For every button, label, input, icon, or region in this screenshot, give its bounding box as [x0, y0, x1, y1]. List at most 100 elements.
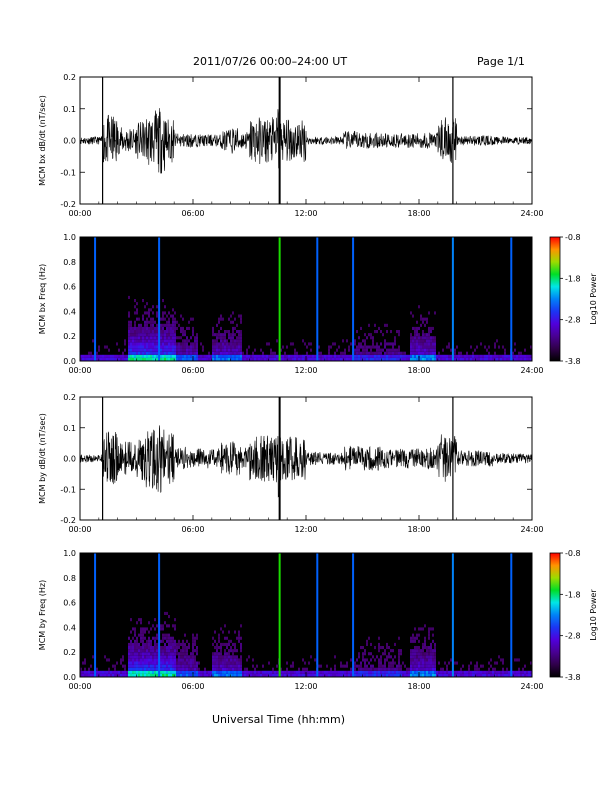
heatmap-cell	[380, 658, 382, 662]
heatmap-cell	[468, 673, 470, 677]
heatmap-cell	[230, 339, 232, 343]
heatmap-cell	[220, 354, 222, 358]
heatmap-cell	[390, 673, 392, 677]
heatmap-cell	[344, 351, 346, 355]
heatmap-cell	[468, 664, 470, 668]
heatmap-cell	[130, 323, 132, 327]
heatmap-cell	[214, 339, 216, 343]
heatmap-cell	[156, 655, 158, 659]
heatmap-cell	[108, 673, 110, 677]
heatmap-cell	[308, 673, 310, 677]
heatmap-cell	[100, 354, 102, 358]
heatmap-cell	[224, 670, 226, 674]
heatmap-cell	[276, 339, 278, 343]
heatmap-cell	[424, 667, 426, 671]
heatmap-cell	[114, 670, 116, 674]
heatmap-cell	[270, 348, 272, 352]
heatmap-cell	[168, 615, 170, 619]
heatmap-cell	[170, 351, 172, 355]
heatmap-cell	[230, 351, 232, 355]
heatmap-cell	[372, 655, 374, 659]
heatmap-cell	[184, 351, 186, 355]
heatmap-cell	[242, 354, 244, 358]
heatmap-cell	[498, 354, 500, 358]
heatmap-cell	[80, 673, 82, 677]
heatmap-cell	[142, 339, 144, 343]
y-tick-label: 0.8	[63, 258, 76, 267]
heatmap-cell	[180, 348, 182, 352]
heatmap-cell	[194, 661, 196, 665]
heatmap-cell	[476, 354, 478, 358]
heatmap-cell	[386, 670, 388, 674]
heatmap-cell	[138, 642, 140, 646]
heatmap-cell	[144, 342, 146, 346]
heatmap-cell	[194, 642, 196, 646]
heatmap-cell	[220, 357, 222, 361]
heatmap-cell	[472, 673, 474, 677]
heatmap-cell	[416, 326, 418, 330]
heatmap-cell	[192, 633, 194, 637]
heatmap-cell	[336, 357, 338, 361]
heatmap-cell	[130, 348, 132, 352]
heatmap-cell	[428, 652, 430, 656]
heatmap-cell	[410, 664, 412, 668]
heatmap-cell	[512, 351, 514, 355]
heatmap-cell	[88, 354, 90, 358]
heatmap-cell	[148, 330, 150, 334]
heatmap-cell	[130, 646, 132, 650]
heatmap-cell	[312, 673, 314, 677]
heatmap-cell	[100, 357, 102, 361]
heatmap-cell	[486, 354, 488, 358]
heatmap-cell	[372, 357, 374, 361]
heatmap-cell	[446, 357, 448, 361]
y-tick-label: 0.4	[63, 307, 76, 316]
heatmap-cell	[378, 642, 380, 646]
heatmap-cell	[400, 649, 402, 653]
heatmap-cell	[156, 345, 158, 349]
heatmap-cell	[220, 655, 222, 659]
heatmap-cell	[244, 670, 246, 674]
heatmap-cell	[112, 673, 114, 677]
heatmap-cell	[496, 661, 498, 665]
heatmap-cell	[310, 673, 312, 677]
heatmap-cell	[148, 326, 150, 330]
heatmap-cell	[422, 658, 424, 662]
heatmap-cell	[222, 664, 224, 668]
heatmap-cell	[322, 357, 324, 361]
heatmap-cell	[210, 673, 212, 677]
heatmap-cell	[226, 348, 228, 352]
heatmap-cell	[242, 351, 244, 355]
heatmap-cell	[162, 664, 164, 668]
heatmap-cell	[148, 333, 150, 337]
heatmap-cell	[130, 639, 132, 643]
heatmap-cell	[170, 673, 172, 677]
heatmap-cell	[442, 673, 444, 677]
x-tick-label: 12:00	[294, 366, 317, 375]
heatmap-cell	[144, 351, 146, 355]
heatmap-cell	[232, 320, 234, 324]
heatmap-cell	[168, 348, 170, 352]
heatmap-cell	[378, 664, 380, 668]
heatmap-cell	[212, 357, 214, 361]
heatmap-cell	[370, 348, 372, 352]
heatmap-cell	[326, 354, 328, 358]
heatmap-cell	[164, 633, 166, 637]
heatmap-cell	[168, 624, 170, 628]
heatmap-cell	[144, 330, 146, 334]
heatmap-cell	[360, 345, 362, 349]
heatmap-cell	[162, 299, 164, 303]
heatmap-cell	[118, 673, 120, 677]
heatmap-cell	[232, 351, 234, 355]
heatmap-cell	[364, 348, 366, 352]
heatmap-cell	[164, 354, 166, 358]
heatmap-cell	[160, 627, 162, 631]
heatmap-cell	[136, 639, 138, 643]
heatmap-cell	[128, 320, 130, 324]
heatmap-cell	[174, 342, 176, 346]
heatmap-cell	[156, 664, 158, 668]
heatmap-cell	[230, 673, 232, 677]
heatmap-cell	[182, 652, 184, 656]
heatmap-cell	[284, 673, 286, 677]
heatmap-cell	[426, 655, 428, 659]
heatmap-cell	[422, 649, 424, 653]
